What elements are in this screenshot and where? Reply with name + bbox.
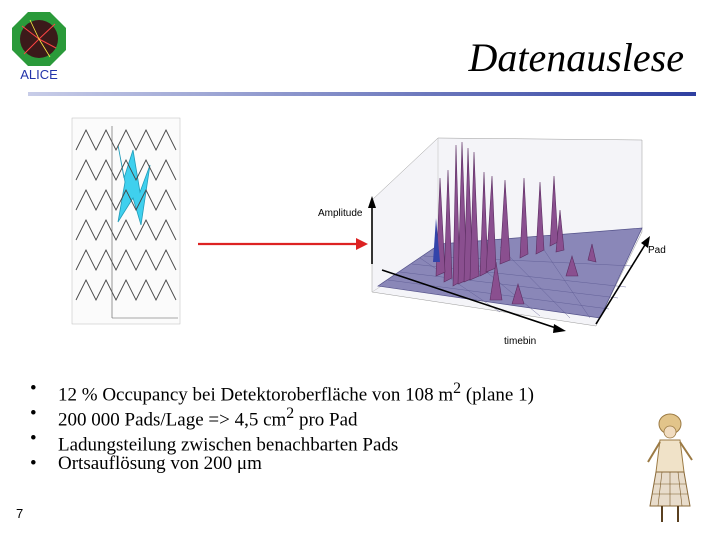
- bullet-item: • Ortsauflösung von 200 μm: [30, 451, 534, 476]
- bullet-text: 12 % Occupancy bei Detektoroberfläche vo…: [58, 380, 534, 406]
- page-number: 7: [16, 506, 24, 521]
- title-rule: [28, 92, 696, 96]
- bullet-dot: •: [30, 453, 37, 474]
- bullet-dot: •: [30, 378, 37, 399]
- figure-detector-readout: Amplitude Pad timebin: [71, 117, 666, 347]
- decorative-figure-illustration: [647, 413, 693, 522]
- slide-title: Datenauslese: [468, 35, 684, 80]
- waveform-panel: [71, 117, 181, 325]
- bullet-text: Ortsauflösung von 200 μm: [58, 453, 262, 474]
- bullet-text: 200 000 Pads/Lage => 4,5 cm2 pro Pad: [58, 405, 358, 431]
- axis-label-timebin: timebin: [504, 336, 536, 347]
- axis-label-amplitude: Amplitude: [318, 208, 363, 219]
- bullet-item: • 12 % Occupancy bei Detektoroberfläche …: [30, 376, 534, 406]
- axis-label-pad: Pad: [648, 245, 666, 256]
- red-arrow: [198, 238, 368, 250]
- bullet-dot: •: [30, 428, 37, 449]
- bullet-text: Ladungsteilung zwischen benachbarten Pad…: [58, 434, 399, 456]
- logo-text: ALICE: [20, 67, 58, 82]
- surface-plot: [368, 137, 650, 333]
- bullet-item: • 200 000 Pads/Lage => 4,5 cm2 pro Pad: [30, 401, 534, 431]
- alice-logo: ALICE: [12, 12, 66, 82]
- bullet-dot: •: [30, 403, 37, 424]
- bullet-item: • Ladungsteilung zwischen benachbarten P…: [30, 426, 534, 456]
- bullet-list: • 12 % Occupancy bei Detektoroberfläche …: [30, 376, 534, 476]
